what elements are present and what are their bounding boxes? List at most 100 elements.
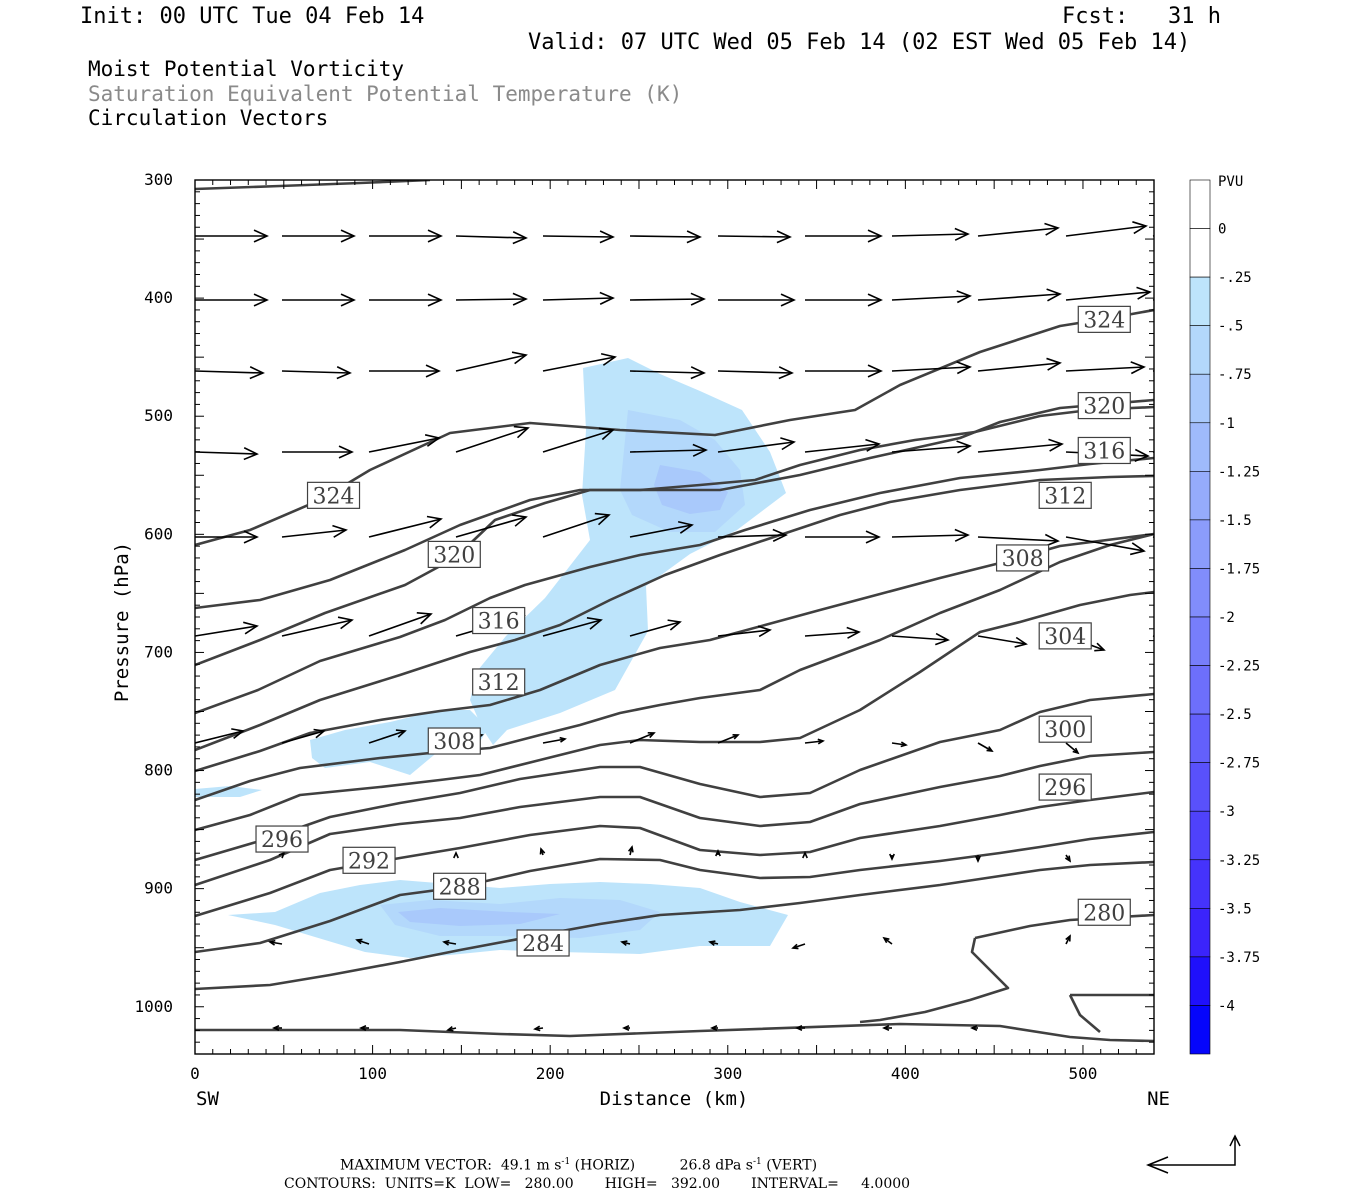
colorbar-label: -.5 xyxy=(1218,319,1243,335)
wind-vector xyxy=(455,514,528,538)
wind-vector xyxy=(281,616,354,637)
field-title-vectors: Circulation Vectors xyxy=(88,106,329,130)
contour-label-text: 308 xyxy=(433,730,475,755)
y-tick-label: 800 xyxy=(144,761,173,780)
wind-vector xyxy=(1152,635,1154,638)
contour-line xyxy=(195,860,1154,991)
wind-vector xyxy=(622,1025,630,1031)
colorbar-label: -3.5 xyxy=(1218,901,1252,917)
wind-vector xyxy=(369,229,443,243)
wind-vector xyxy=(620,940,631,947)
contour-line xyxy=(859,937,1010,1024)
wind-vector xyxy=(891,632,950,646)
wind-vector xyxy=(791,943,806,950)
wind-vector xyxy=(542,291,615,305)
colorbar-label: -.25 xyxy=(1218,270,1252,286)
wind-vector xyxy=(718,293,796,307)
reference-vector-path xyxy=(1148,1138,1236,1166)
contour-line xyxy=(195,180,431,191)
colorbar-title: PVU xyxy=(1218,174,1243,190)
colorbar-swatch xyxy=(1189,471,1211,521)
wind-vector xyxy=(804,626,861,639)
wind-vector xyxy=(717,230,792,244)
wind-vector xyxy=(629,443,708,457)
wind-vector xyxy=(629,619,682,637)
wind-vector xyxy=(455,425,530,453)
wind-vector xyxy=(804,738,825,745)
wind-vector xyxy=(717,733,740,744)
y-tick-label: 300 xyxy=(144,170,173,189)
contour-line xyxy=(195,830,1154,954)
contour-label-text: 324 xyxy=(313,484,355,509)
wind-vector xyxy=(802,851,808,859)
pv-region-low-core xyxy=(398,908,560,926)
wind-vector xyxy=(975,855,981,863)
contour-labels: 324 320 316 312 308 296 292 288 284 324 320 316 312 3… xyxy=(255,305,1131,957)
wind-vector xyxy=(542,736,567,744)
wind-vector xyxy=(629,230,702,244)
wind-vector xyxy=(542,512,611,538)
colorbar-label: 0 xyxy=(1218,222,1226,238)
wind-vector xyxy=(715,849,721,857)
theta-es-contours xyxy=(195,180,1154,1043)
contour-label-text: 292 xyxy=(348,849,390,874)
contour-label-text: 304 xyxy=(1044,625,1086,650)
contour-line xyxy=(195,692,1154,862)
axis-tick-labels: 0 100 200 300 400 500 300 400 500 600 700 800 900 100… xyxy=(134,170,1097,1083)
wind-vector xyxy=(195,229,269,243)
contour-label-text: 288 xyxy=(439,875,481,900)
wind-vector xyxy=(368,515,443,538)
contour-label-text: 296 xyxy=(261,828,303,853)
wind-vector xyxy=(195,447,259,461)
axis-ticks xyxy=(194,179,1155,1055)
contour-label-text: 300 xyxy=(1044,718,1086,743)
wind-vector xyxy=(278,851,286,859)
contour-label: 324 xyxy=(306,481,361,509)
pv-shading xyxy=(195,358,788,958)
y-tick-label: 500 xyxy=(144,406,173,425)
wind-vector xyxy=(195,728,245,744)
contour-label: 312 xyxy=(472,668,526,696)
wind-vector xyxy=(795,1025,805,1031)
contour-label-text: 320 xyxy=(1083,395,1125,420)
contour-line xyxy=(195,532,1154,773)
wind-vector xyxy=(281,366,352,380)
wind-vector xyxy=(891,528,970,542)
y-tick-label: 400 xyxy=(144,288,173,307)
wind-vector xyxy=(889,853,895,861)
wind-vector xyxy=(281,524,348,538)
wind-vector xyxy=(629,292,706,306)
wind-vector xyxy=(708,940,719,947)
wind-vector xyxy=(539,847,546,856)
y-tick-label: 900 xyxy=(144,879,173,898)
wind-vector xyxy=(882,936,893,945)
wind-vector xyxy=(1065,934,1071,945)
wind-vector xyxy=(977,635,1028,648)
wind-vector xyxy=(442,939,457,946)
wind-vector xyxy=(891,290,972,304)
x-tick-label: 100 xyxy=(358,1064,387,1083)
colorbar-swatch xyxy=(1189,276,1211,326)
contour-label: 324 xyxy=(1077,305,1131,333)
wind-vector xyxy=(977,222,1060,237)
colorbar-swatch xyxy=(1189,325,1211,375)
field-title-mpv: Moist Potential Vorticity xyxy=(88,57,405,81)
wind-vector xyxy=(542,617,603,637)
colorbar-swatch xyxy=(1189,519,1211,569)
wind-vector xyxy=(891,741,908,748)
contour-label-text: 316 xyxy=(1083,439,1125,464)
x-tick-label: 400 xyxy=(891,1064,920,1083)
contour-line xyxy=(195,532,1154,802)
contour-label: 288 xyxy=(433,872,487,900)
wind-vector xyxy=(282,293,356,307)
contour-label-text: 280 xyxy=(1083,901,1125,926)
max-vector-vertical-exponent: -1 xyxy=(752,1157,762,1167)
reference-vector xyxy=(1145,1134,1241,1174)
wind-vector xyxy=(533,1025,544,1032)
wind-vector xyxy=(627,845,634,856)
max-vector-horizontal: MAXIMUM VECTOR: 49.1 m s xyxy=(340,1157,562,1174)
wind-vector xyxy=(195,530,259,544)
wind-vector xyxy=(1065,286,1152,301)
wind-vector xyxy=(446,1025,457,1032)
wind-vector xyxy=(453,851,459,859)
